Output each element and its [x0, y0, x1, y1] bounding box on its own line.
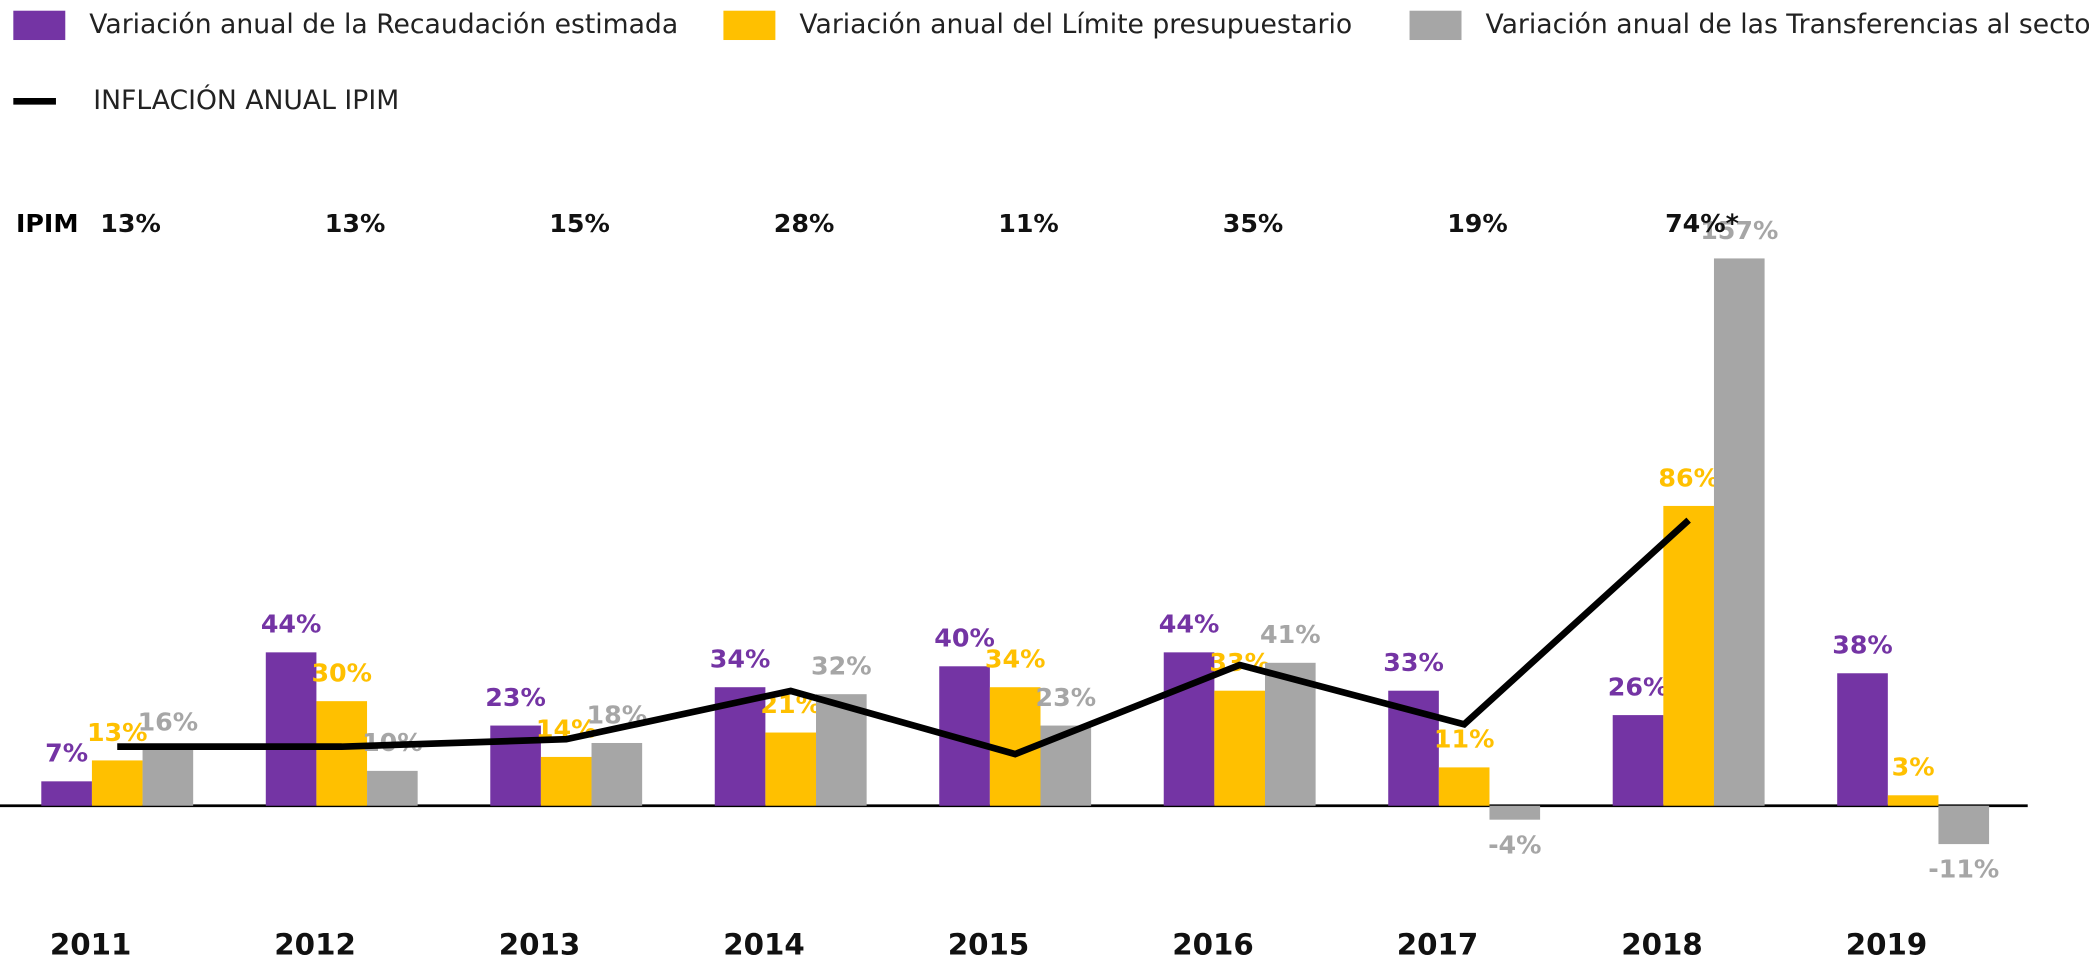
data-label: 34% [985, 645, 1046, 674]
line-value-label: 74%* [1665, 209, 1739, 238]
data-label: 11% [1434, 725, 1495, 754]
x-tick-label: 2018 [1621, 927, 1703, 961]
legend-label: Variación anual del Límite presupuestari… [799, 9, 1352, 40]
data-label: 23% [1036, 683, 1097, 712]
bar [316, 701, 368, 806]
bar [91, 760, 143, 806]
data-label: 44% [261, 610, 322, 639]
data-label: 40% [934, 624, 995, 653]
bar [765, 732, 817, 806]
x-tick-label: 2011 [50, 927, 132, 961]
legend-label: Variación anual de la Recaudación estima… [89, 9, 678, 40]
line-row-label: IPIM [16, 209, 79, 238]
legend-label: Variación anual de las Transferencias al… [1485, 9, 2089, 40]
legend-label: INFLACIÓN ANUAL IPIM [93, 84, 399, 116]
bar [142, 749, 194, 806]
data-label: 32% [811, 652, 872, 681]
data-label: 34% [710, 645, 771, 674]
line-value-label: 19% [1447, 209, 1508, 238]
data-label: 23% [485, 683, 546, 712]
bar [1264, 662, 1316, 806]
bar [1438, 767, 1490, 806]
bar [265, 652, 317, 806]
data-label: 157% [1700, 216, 1778, 245]
line-value-label: 13% [325, 209, 386, 238]
legend-swatch [723, 10, 776, 41]
line-value-label: 15% [549, 209, 610, 238]
data-label: 86% [1658, 463, 1719, 492]
bar [591, 742, 643, 806]
line-value-label: 11% [998, 209, 1059, 238]
line-value-label: 28% [774, 209, 835, 238]
bar [540, 756, 592, 806]
data-label: 26% [1608, 672, 1669, 701]
legend-swatch [1409, 10, 1462, 41]
data-label: 41% [1260, 620, 1321, 649]
data-label: 13% [87, 718, 148, 747]
x-tick-label: 2012 [274, 927, 356, 961]
data-label: -4% [1488, 830, 1541, 859]
bar [1612, 715, 1664, 806]
data-label: 44% [1159, 610, 1220, 639]
x-tick-label: 2016 [1172, 927, 1254, 961]
bar [1887, 795, 1939, 806]
line-value-label: 13% [100, 209, 161, 238]
bar [1214, 690, 1265, 806]
data-label: 7% [45, 739, 88, 768]
x-tick-label: 2019 [1846, 927, 1928, 961]
bar [41, 781, 92, 806]
bar [367, 770, 418, 806]
legend-swatch [13, 10, 66, 41]
bar [1713, 258, 1765, 806]
data-label: 33% [1383, 648, 1444, 677]
data-label: 3% [1892, 753, 1935, 782]
bar [1837, 673, 1888, 806]
x-tick-label: 2013 [499, 927, 581, 961]
data-label: 16% [138, 707, 199, 736]
bar [1938, 805, 1990, 845]
x-tick-label: 2014 [723, 927, 805, 961]
bar [1489, 805, 1541, 820]
line [117, 517, 1691, 758]
line-value-label: 35% [1223, 209, 1284, 238]
data-label: 38% [1832, 631, 1893, 660]
x-tick-label: 2015 [948, 927, 1030, 961]
data-label: 30% [311, 659, 372, 688]
bar [1663, 505, 1714, 806]
x-tick-label: 2017 [1397, 927, 1479, 961]
data-label: -11% [1928, 855, 1999, 884]
